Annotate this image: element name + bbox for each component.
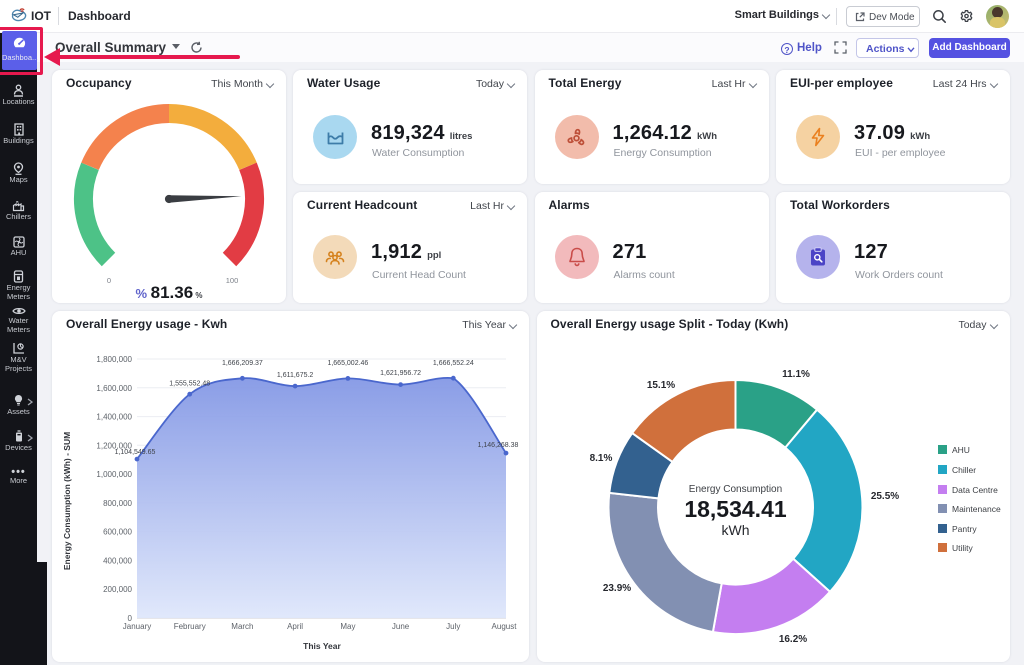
svg-text:1,146,268.38: 1,146,268.38 bbox=[478, 442, 519, 449]
svg-text:18,534.41: 18,534.41 bbox=[684, 496, 787, 522]
svg-text:23.9%: 23.9% bbox=[602, 583, 630, 594]
svg-text:Utility: Utility bbox=[952, 543, 974, 553]
svg-text:Maintenance: Maintenance bbox=[952, 504, 1001, 514]
svg-text:1,621,956.72: 1,621,956.72 bbox=[380, 370, 421, 377]
svg-text:1,600,000: 1,600,000 bbox=[96, 384, 132, 393]
svg-text:1,555,552.48: 1,555,552.48 bbox=[169, 381, 210, 388]
svg-text:0: 0 bbox=[107, 276, 111, 285]
svg-text:July: July bbox=[446, 622, 460, 631]
svg-text:400,000: 400,000 bbox=[103, 556, 132, 565]
svg-text:800,000: 800,000 bbox=[103, 499, 132, 508]
svg-text:11.1%: 11.1% bbox=[782, 369, 810, 380]
svg-text:February: February bbox=[174, 622, 206, 631]
svg-text:8.1%: 8.1% bbox=[589, 453, 612, 464]
svg-text:25.5%: 25.5% bbox=[870, 491, 898, 502]
svg-text:This Year: This Year bbox=[303, 641, 341, 651]
svg-text:August: August bbox=[492, 622, 518, 631]
svg-text:16.2%: 16.2% bbox=[778, 634, 806, 645]
svg-text:March: March bbox=[231, 622, 253, 631]
svg-text:15.1%: 15.1% bbox=[646, 380, 674, 391]
svg-text:0: 0 bbox=[128, 614, 133, 623]
svg-text:AHU: AHU bbox=[952, 445, 970, 455]
svg-text:Energy Consumption: Energy Consumption bbox=[688, 484, 781, 495]
svg-text:1,000,000: 1,000,000 bbox=[96, 470, 132, 479]
svg-text:kWh: kWh bbox=[721, 522, 749, 538]
svg-text:Pantry: Pantry bbox=[952, 524, 977, 534]
svg-text:200,000: 200,000 bbox=[103, 585, 132, 594]
svg-text:Chiller: Chiller bbox=[952, 465, 976, 475]
svg-text:1,104,549.65: 1,104,549.65 bbox=[115, 449, 156, 456]
svg-text:Data Centre: Data Centre bbox=[952, 485, 998, 495]
svg-text:1,200,000: 1,200,000 bbox=[96, 441, 132, 450]
svg-text:April: April bbox=[287, 622, 303, 631]
svg-text:1,666,209.37: 1,666,209.37 bbox=[222, 360, 263, 367]
svg-text:1,666,552.24: 1,666,552.24 bbox=[433, 360, 474, 367]
svg-text:1,400,000: 1,400,000 bbox=[96, 413, 132, 422]
svg-text:600,000: 600,000 bbox=[103, 528, 132, 537]
svg-text:100: 100 bbox=[226, 276, 239, 285]
svg-text:June: June bbox=[392, 622, 410, 631]
svg-text:January: January bbox=[123, 622, 151, 631]
svg-text:Energy Consumption (kWh) - SUM: Energy Consumption (kWh) - SUM bbox=[62, 432, 72, 570]
svg-text:1,800,000: 1,800,000 bbox=[96, 355, 132, 364]
svg-text:May: May bbox=[340, 622, 355, 631]
svg-text:1,611,675.2: 1,611,675.2 bbox=[277, 372, 314, 379]
svg-text:1,665,002.46: 1,665,002.46 bbox=[327, 360, 368, 367]
